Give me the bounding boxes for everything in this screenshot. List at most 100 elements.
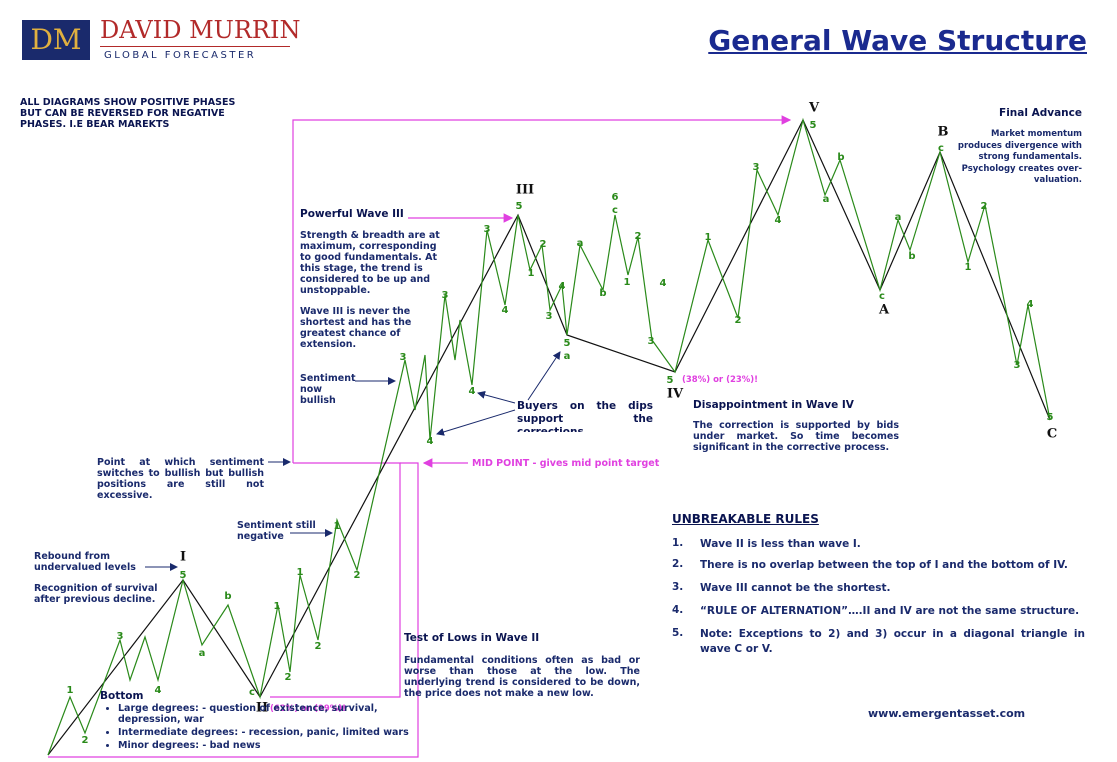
- wave-label: 4: [155, 685, 162, 696]
- degree-label: C: [1047, 427, 1057, 442]
- sentiment-negative: Sentiment still negative: [237, 520, 316, 542]
- brand-name: DAVID MURRIN: [100, 16, 301, 44]
- wave-label: a: [564, 351, 571, 362]
- wave-label: a: [577, 238, 584, 249]
- sub-wave: [47, 117, 1051, 756]
- wave-label: 5: [667, 375, 674, 386]
- wave-label: 4: [1027, 299, 1034, 310]
- wave-label: 3: [117, 631, 124, 642]
- wave-label: 1: [624, 277, 631, 288]
- sentiment-bullish: Sentiment now bullish: [300, 373, 356, 406]
- rule-number: 3.: [672, 581, 684, 593]
- wave-label: 1: [528, 268, 535, 279]
- wave-label: 4: [469, 386, 476, 397]
- degree-label: I: [180, 550, 186, 565]
- wave-label: a: [199, 648, 206, 659]
- degree-label: III: [516, 183, 534, 198]
- wave-label: 5: [1047, 412, 1054, 423]
- wave-label: 1: [334, 521, 341, 532]
- page-title: General Wave Structure: [708, 24, 1087, 57]
- rule-text: There is no overlap between the top of I…: [700, 559, 1068, 571]
- footer-url: www.emergentasset.com: [868, 707, 1026, 720]
- wave-label: 2: [540, 239, 547, 250]
- blue-arrows: [145, 351, 561, 571]
- bottom-item: Large degrees: - question of existence, …: [118, 703, 418, 725]
- wave-label: 2: [82, 735, 89, 746]
- wave-label: 6: [612, 192, 619, 203]
- brand-tagline: GLOBAL FORECASTER: [104, 50, 257, 61]
- brand-line: [100, 46, 290, 47]
- wave-label: 5: [516, 201, 523, 212]
- final-body: Market momentum produces divergence with…: [957, 129, 1082, 185]
- wave-label: b: [224, 591, 231, 602]
- wave-label: 4: [559, 281, 566, 292]
- wave-label: 1: [297, 567, 304, 578]
- wave-label: 1: [67, 685, 74, 696]
- wave-label: 3: [1014, 360, 1021, 371]
- degree-label: II: [256, 701, 268, 716]
- wave-label: 2: [354, 570, 361, 581]
- powerful-title: Powerful Wave III: [300, 208, 404, 220]
- test-body: Fundamental conditions often as bad or w…: [404, 655, 640, 699]
- wave-label: 3: [546, 311, 553, 322]
- wave-label: 4: [775, 215, 782, 226]
- retracement-note: (62%) or (99%)!: [270, 704, 346, 714]
- degree-label: IV: [667, 387, 684, 402]
- wave-label: 4: [427, 436, 434, 447]
- wave-label: 3: [442, 290, 449, 301]
- bottom-list: Large degrees: - question of existence, …: [100, 703, 418, 751]
- wave-labels: 1 2 3 4 5 a b c 1 2 1 2 1 2 3 4 3 4 3 4 5 1 2 3 4 5 a a b 6 c 1 2 4 3 5 1 2 3 4…: [67, 101, 1058, 747]
- rule-text: Note: Exceptions to 2) and 3) occur in a…: [700, 628, 1085, 655]
- degree-label: A: [878, 303, 890, 318]
- wave-label: 2: [635, 231, 642, 242]
- wave-label: 1: [965, 262, 972, 273]
- wave-label: 5: [810, 120, 817, 131]
- logo: DM: [22, 20, 90, 60]
- wave-label: a: [823, 194, 830, 205]
- bottom-title: Bottom: [100, 690, 144, 702]
- rule-text: Wave II is less than wave I.: [700, 538, 861, 550]
- wave-label: 2: [981, 201, 988, 212]
- wave-label: 3: [648, 336, 655, 347]
- rule-number: 5.: [672, 627, 684, 639]
- wave-label: 2: [285, 672, 292, 683]
- rule-number: 1.: [672, 537, 684, 549]
- rule-number: 4.: [672, 604, 684, 616]
- retracement-note: (38%) or (23%)!: [682, 375, 758, 385]
- wave-label: 1: [705, 232, 712, 243]
- powerful-body: Strength & breadth are at maximum, corre…: [300, 230, 440, 296]
- rule-number: 2.: [672, 558, 684, 570]
- disappointment-title: Disappointment in Wave IV: [693, 399, 854, 411]
- disclaimer: ALL DIAGRAMS SHOW POSITIVE PHASES BUT CA…: [20, 97, 236, 130]
- wave-label: 5: [180, 570, 187, 581]
- wave-label: b: [837, 152, 844, 163]
- recognition: Recognition of survival after previous d…: [34, 583, 158, 605]
- bottom-item: Minor degrees: - bad news: [118, 740, 418, 751]
- wave-label: a: [895, 212, 902, 223]
- main-wave: [47, 118, 1051, 756]
- wave-label: c: [249, 687, 255, 698]
- test-title: Test of Lows in Wave II: [404, 632, 540, 644]
- bottom-item: Intermediate degrees: - recession, panic…: [118, 727, 418, 738]
- wave-label: 4: [502, 305, 509, 316]
- wave-label: 5: [564, 338, 571, 349]
- final-title: Final Advance: [999, 107, 1082, 119]
- wave-label: c: [612, 205, 618, 216]
- wave-label: 2: [735, 315, 742, 326]
- pink-guides: [48, 115, 792, 758]
- degree-label: V: [808, 101, 820, 116]
- wave-label: 3: [753, 162, 760, 173]
- rule-text: “RULE OF ALTERNATION”….II and IV are not…: [700, 605, 1080, 617]
- wave-label: 3: [484, 224, 491, 235]
- rebound: Rebound from undervalued levels: [34, 551, 136, 573]
- degree-label: B: [938, 125, 949, 140]
- powerful-body: Wave III is never the shortest and has t…: [300, 306, 412, 350]
- wave-label: 4: [660, 278, 667, 289]
- wave-label: 2: [315, 641, 322, 652]
- rule-text: Wave III cannot be the shortest.: [700, 582, 891, 594]
- rules-title: UNBREAKABLE RULES: [672, 512, 819, 526]
- buyers-note: Buyers on the dips support the correctio…: [517, 400, 653, 432]
- wave-label: c: [879, 291, 885, 302]
